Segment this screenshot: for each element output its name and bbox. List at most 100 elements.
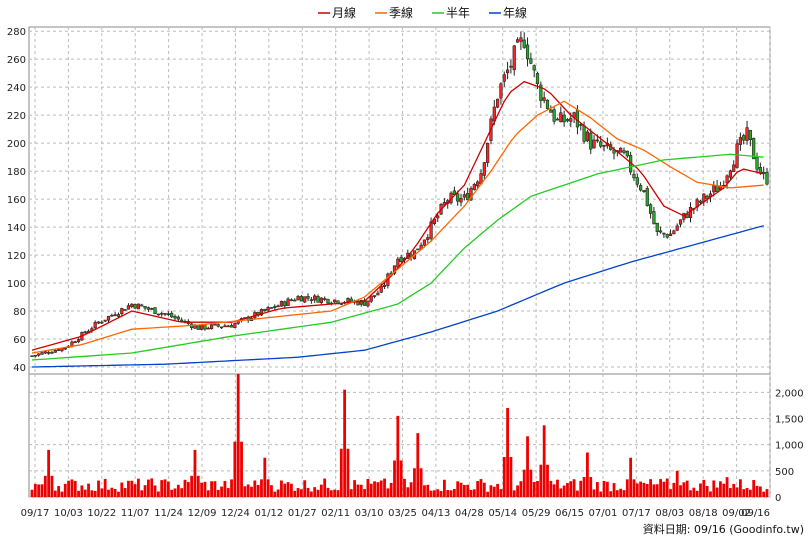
candle-body bbox=[349, 298, 353, 303]
candle-body bbox=[426, 237, 430, 240]
candle-body bbox=[672, 230, 676, 235]
candle-body bbox=[140, 304, 144, 307]
volume-bar bbox=[293, 490, 297, 497]
volume-bar bbox=[213, 481, 217, 497]
candle-body bbox=[459, 197, 463, 203]
volume-bar bbox=[652, 484, 656, 497]
x-tick-label: 12/24 bbox=[221, 508, 250, 519]
volume-bar bbox=[306, 487, 310, 497]
x-tick-label: 09/17 bbox=[21, 508, 50, 519]
volume-bar bbox=[103, 478, 107, 497]
volume-bar bbox=[459, 482, 463, 497]
candle-body bbox=[705, 195, 709, 199]
candle-body bbox=[216, 324, 220, 327]
volume-bar bbox=[586, 452, 589, 497]
candle-body bbox=[30, 355, 34, 358]
x-tick-label: 04/13 bbox=[421, 508, 450, 519]
candle-body bbox=[472, 184, 476, 190]
volume-bar bbox=[299, 489, 303, 497]
volume-bar bbox=[113, 488, 117, 497]
price-tick-label: 140 bbox=[7, 223, 26, 234]
volume-bar bbox=[738, 479, 742, 497]
volume-bar bbox=[240, 441, 243, 497]
candle-body bbox=[50, 352, 54, 354]
candle-body bbox=[356, 300, 360, 306]
volume-bar bbox=[709, 491, 712, 497]
volume-bar bbox=[160, 480, 164, 497]
volume-bar bbox=[635, 483, 639, 497]
volume-bar bbox=[512, 490, 516, 497]
volume-bar bbox=[60, 491, 64, 497]
price-tick-label: 60 bbox=[13, 335, 26, 346]
x-tick-label: 12/09 bbox=[188, 508, 217, 519]
candle-body bbox=[263, 308, 267, 311]
volume-bar bbox=[226, 488, 230, 497]
volume-bar bbox=[562, 485, 566, 497]
volume-bar bbox=[526, 436, 529, 497]
volume-bar bbox=[107, 489, 110, 497]
candle-body bbox=[505, 69, 510, 74]
price-panel-grid bbox=[28, 26, 771, 375]
candle-body bbox=[655, 222, 659, 232]
candle-body bbox=[542, 97, 546, 101]
x-tick-label: 10/22 bbox=[87, 508, 116, 519]
volume-bar bbox=[655, 484, 659, 497]
candle-body bbox=[675, 225, 679, 231]
volume-bar bbox=[699, 483, 702, 497]
candle-body bbox=[462, 194, 466, 198]
volume-tick-label: 0 bbox=[775, 493, 781, 504]
volume-bar bbox=[559, 488, 563, 497]
volume-bar bbox=[246, 484, 250, 497]
volume-bar bbox=[679, 485, 682, 497]
candle-body bbox=[226, 325, 230, 328]
candle-body bbox=[612, 149, 616, 154]
volume-bar bbox=[243, 486, 247, 497]
candle-body bbox=[296, 296, 300, 301]
candle-body bbox=[37, 353, 41, 356]
candle-body bbox=[163, 313, 167, 315]
volume-bar bbox=[403, 478, 406, 497]
candle-body bbox=[422, 239, 427, 246]
candle-body bbox=[742, 135, 746, 141]
candle-body bbox=[316, 296, 320, 303]
volume-panel-frame bbox=[28, 373, 771, 498]
candle-body bbox=[552, 109, 556, 122]
volume-bar bbox=[452, 488, 456, 497]
candle-body bbox=[549, 109, 553, 113]
volume-bar bbox=[582, 476, 586, 497]
volume-bar bbox=[729, 488, 732, 497]
candle-body bbox=[116, 314, 121, 317]
candle-body bbox=[502, 74, 506, 82]
volume-bar bbox=[73, 480, 77, 497]
volume-bar bbox=[589, 476, 593, 497]
volume-bar bbox=[220, 486, 223, 497]
candle-body bbox=[286, 298, 290, 306]
volume-bar bbox=[519, 481, 523, 497]
candle-body bbox=[579, 124, 583, 126]
volume-bar bbox=[170, 489, 174, 497]
volume-bar bbox=[625, 479, 629, 497]
x-tick-label: 11/07 bbox=[121, 508, 150, 519]
volume-bar bbox=[476, 481, 480, 497]
volume-bar bbox=[326, 487, 330, 497]
volume-bar bbox=[173, 488, 177, 497]
candle-body bbox=[63, 347, 67, 350]
candle-body bbox=[193, 325, 197, 329]
volume-bar bbox=[516, 485, 519, 497]
candle-body bbox=[103, 319, 107, 322]
volume-bar bbox=[223, 480, 227, 497]
candle-body bbox=[592, 139, 596, 149]
volume-bar bbox=[423, 485, 426, 497]
volume-bar bbox=[486, 491, 490, 497]
volume-bar bbox=[692, 487, 696, 497]
volume-bar bbox=[742, 489, 746, 497]
volume-bar bbox=[499, 489, 503, 497]
candle-body bbox=[582, 125, 586, 142]
price-panel-frame bbox=[28, 26, 771, 375]
candle-body bbox=[539, 84, 543, 101]
volume-bar bbox=[373, 481, 376, 497]
volume-bar bbox=[755, 485, 759, 497]
volume-bar bbox=[67, 480, 70, 497]
volume-tick-label: 2,000 bbox=[775, 388, 804, 399]
candle-body bbox=[376, 292, 380, 296]
